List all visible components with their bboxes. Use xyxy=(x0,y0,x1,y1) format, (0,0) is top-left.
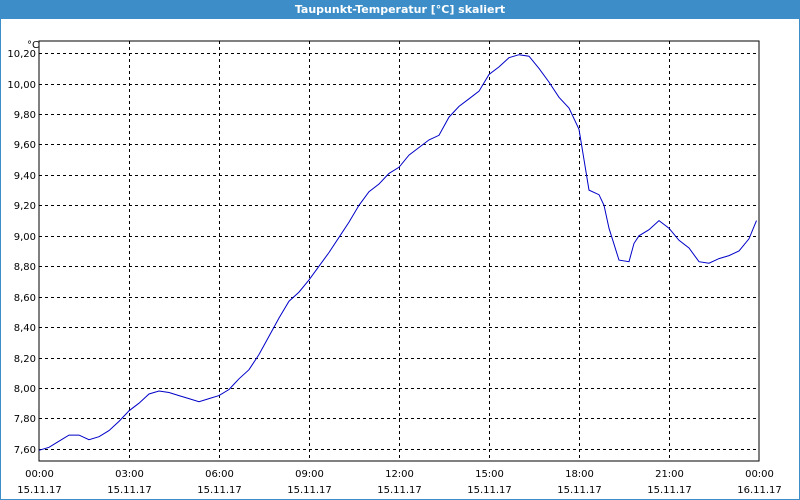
x-tick-date-label: 15.11.17 xyxy=(107,485,152,496)
x-tick-time-label: 03:00 xyxy=(115,469,144,480)
x-tick-date-label: 15.11.17 xyxy=(557,485,602,496)
x-tick-time-label: 15:00 xyxy=(475,469,504,480)
plot-area-frame xyxy=(38,40,760,462)
y-tick-label: 7,60 xyxy=(14,445,36,456)
y-tick-label: 9,00 xyxy=(14,232,36,243)
x-tick-date-label: 16.11.17 xyxy=(737,485,782,496)
x-tick-date-label: 15.11.17 xyxy=(467,485,512,496)
x-tick-date-label: 15.11.17 xyxy=(377,485,422,496)
y-tick-label: 8,00 xyxy=(14,384,36,395)
window-title: Taupunkt-Temperatur [°C] skaliert xyxy=(1,1,799,19)
x-tick-date-label: 15.11.17 xyxy=(197,485,242,496)
x-tick-time-label: 12:00 xyxy=(385,469,414,480)
x-tick-time-label: 06:00 xyxy=(205,469,234,480)
y-tick-label: 10,20 xyxy=(7,49,36,60)
y-tick-label: 9,60 xyxy=(14,140,36,151)
y-tick-label: 10,00 xyxy=(7,80,36,91)
y-tick-label: 9,20 xyxy=(14,201,36,212)
x-tick-time-label: 18:00 xyxy=(565,469,594,480)
y-axis-unit-label: °C xyxy=(27,40,39,51)
y-tick-label: 9,80 xyxy=(14,110,36,121)
y-tick-label: 8,60 xyxy=(14,293,36,304)
x-tick-date-label: 15.11.17 xyxy=(647,485,692,496)
dewpoint-series-line xyxy=(38,54,757,451)
x-tick-time-label: 00:00 xyxy=(745,469,774,480)
y-axis-ticks: 7,60 7,80 8,00 8,20 8,40 8,60 8,80 9,00 9,20 9,40… xyxy=(7,49,36,456)
y-tick-label: 8,20 xyxy=(14,354,36,365)
x-tick-time-label: 21:00 xyxy=(655,469,684,480)
x-tick-date-label: 15.11.17 xyxy=(287,485,332,496)
x-tick-date-label: 15.11.17 xyxy=(17,485,62,496)
chart-grid xyxy=(39,41,759,461)
x-axis-ticks: 00:00 15.11.17 03:00 15.11.17 06:00 15.11.17 0… xyxy=(17,469,782,496)
y-tick-label: 8,40 xyxy=(14,323,36,334)
x-tick-time-label: 00:00 xyxy=(25,469,54,480)
y-tick-label: 8,80 xyxy=(14,262,36,273)
y-tick-label: 7,80 xyxy=(14,414,36,425)
y-tick-label: 9,40 xyxy=(14,171,36,182)
x-tick-time-label: 09:00 xyxy=(295,469,324,480)
